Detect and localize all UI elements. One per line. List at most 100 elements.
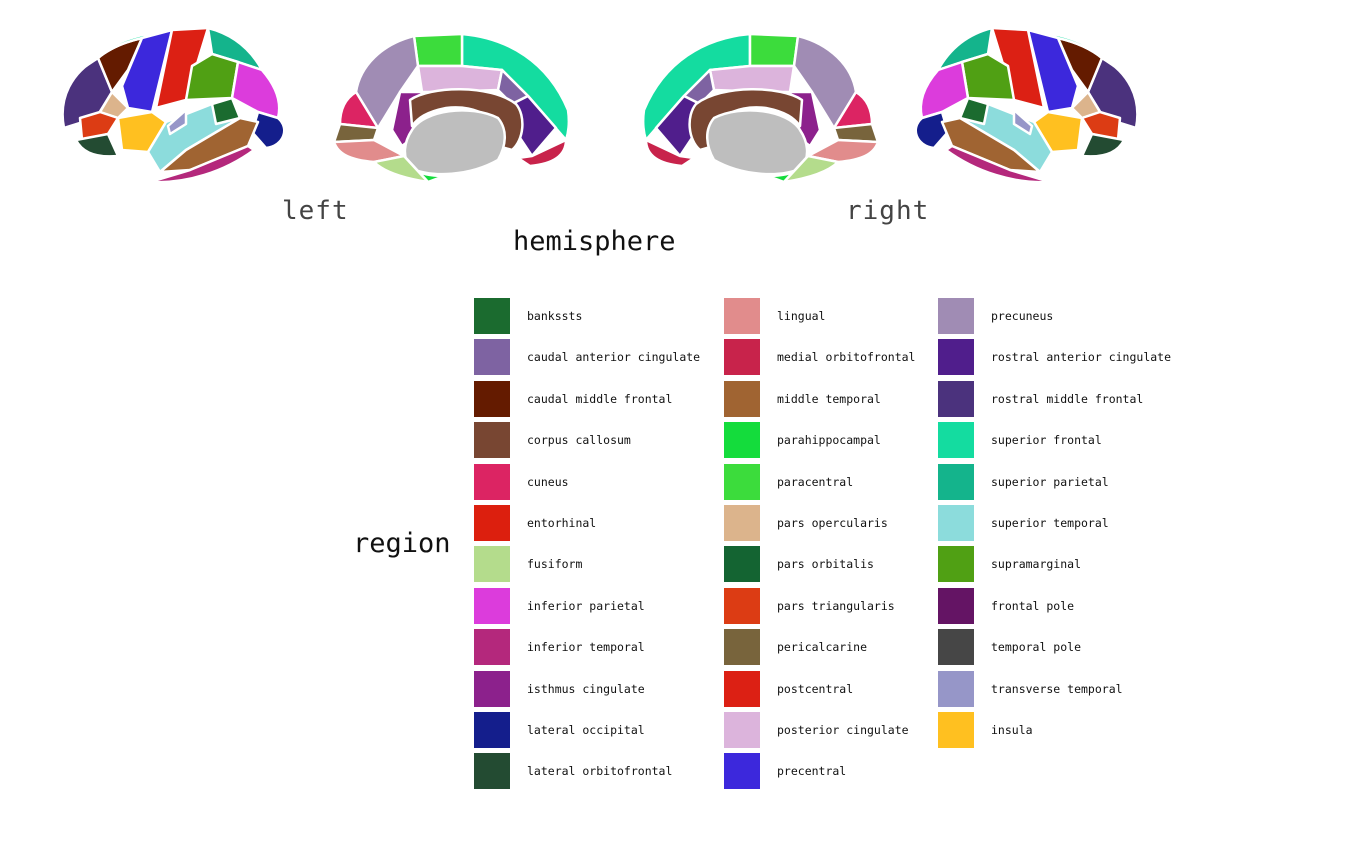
hemisphere-left-label: left: [282, 196, 349, 226]
legend-item: lateral orbitofrontal: [474, 753, 774, 790]
hemisphere-right-label: right: [846, 196, 930, 226]
brain-surface-views: [61, 26, 1139, 184]
legend-swatch: [474, 505, 510, 541]
legend-item: bankssts: [474, 298, 774, 334]
legend-swatch: [938, 629, 974, 666]
legend-label: inferior temporal: [527, 640, 645, 655]
legend-swatch: [474, 463, 510, 500]
legend-label: superior temporal: [991, 516, 1109, 530]
region-lateral-occipital: [914, 110, 950, 150]
legend-item: insula: [938, 712, 1238, 748]
legend-swatch: [474, 712, 510, 748]
legend-label: entorhinal: [527, 516, 597, 530]
legend-swatch: [938, 587, 974, 624]
legend-label: pericalcarine: [777, 640, 868, 655]
legend-item: supramarginal: [938, 546, 1238, 583]
legend-swatch: [474, 339, 510, 376]
legend-swatch: [938, 298, 974, 334]
legend-swatch: [938, 505, 974, 541]
region-inferior-temporal: [944, 144, 1052, 184]
region-paracentral: [412, 32, 464, 68]
legend-label: supramarginal: [991, 557, 1082, 572]
legend-item: precuneus: [938, 298, 1238, 334]
legend-item: fusiform: [474, 546, 774, 583]
legend-item: medial orbitofrontal: [724, 339, 1024, 376]
legend-label: lateral occipital: [527, 723, 645, 737]
region-precentral: [120, 28, 174, 114]
region-supramarginal: [960, 52, 1016, 102]
legend-label: precuneus: [991, 309, 1054, 323]
legend-item: caudal middle frontal: [474, 380, 774, 417]
legend-item: inferior parietal: [474, 587, 774, 624]
legend-item: middle temporal: [724, 380, 1024, 417]
legend-item: rostral anterior cingulate: [938, 339, 1238, 376]
region-lateral-orbitofrontal: [74, 132, 120, 158]
legend-label: inferior parietal: [527, 598, 645, 613]
legend-label: rostral anterior cingulate: [991, 350, 1172, 365]
legend-label: temporal pole: [991, 640, 1082, 655]
legend-swatch: [938, 712, 974, 748]
left-medial-view: [332, 32, 571, 184]
legend-item: lingual: [724, 298, 1024, 334]
legend-swatch: [724, 712, 760, 748]
legend-swatch: [938, 339, 974, 376]
legend-swatch: [474, 546, 510, 583]
legend-label: posterior cingulate: [777, 723, 909, 737]
legend-swatch: [474, 298, 510, 334]
region-precentral: [1026, 28, 1080, 114]
legend-swatch: [724, 753, 760, 790]
legend-label: middle temporal: [777, 391, 881, 406]
legend-label: pars orbitalis: [777, 557, 874, 572]
legend-swatch: [724, 339, 760, 376]
legend-swatch: [724, 380, 760, 417]
legend-label: fusiform: [527, 557, 583, 572]
region-inferior-parietal: [919, 60, 970, 120]
region-inferior-parietal: [230, 60, 281, 120]
legend-swatch: [474, 629, 510, 666]
legend-item: posterior cingulate: [724, 712, 1024, 748]
legend-swatch: [724, 670, 760, 707]
legend-item: superior frontal: [938, 422, 1238, 459]
legend-swatch: [724, 463, 760, 500]
legend-label: pars triangularis: [777, 598, 895, 613]
legend-swatch: [724, 546, 760, 583]
legend-swatch: [474, 380, 510, 417]
legend-label: transverse temporal: [991, 681, 1123, 696]
legend-item: transverse temporal: [938, 670, 1238, 707]
legend-label: frontal pole: [991, 598, 1075, 613]
legend-item: lateral occipital: [474, 712, 774, 748]
right-medial-view: [641, 32, 880, 184]
legend-label: insula: [991, 723, 1033, 737]
region-corpus-callosum: [688, 88, 804, 152]
legend-item: pars opercularis: [724, 505, 1024, 541]
legend-item: pars triangularis: [724, 587, 1024, 624]
legend-item: paracentral: [724, 463, 1024, 500]
legend-swatch: [474, 422, 510, 459]
legend-label: superior parietal: [991, 474, 1109, 489]
legend-label: superior frontal: [991, 433, 1102, 448]
legend-label: caudal middle frontal: [527, 391, 673, 406]
region-lateral-occipital: [250, 110, 286, 150]
left-lateral-view: [61, 26, 286, 184]
legend-item: parahippocampal: [724, 422, 1024, 459]
region-superior-frontal: [84, 30, 160, 68]
legend-item: postcentral: [724, 670, 1024, 707]
region-medial-wall: [706, 109, 809, 176]
region-transverse-temporal: [166, 108, 188, 136]
legend-swatch: [938, 422, 974, 459]
legend-label: precentral: [777, 764, 847, 779]
legend-swatch: [938, 670, 974, 707]
legend-swatch: [938, 463, 974, 500]
right-lateral-view: [914, 26, 1139, 184]
region-fusiform: [372, 154, 430, 184]
legend-label: isthmus cingulate: [527, 681, 645, 696]
region-medial-orbitofrontal: [516, 138, 568, 168]
legend-label: parahippocampal: [777, 433, 881, 448]
legend-label: corpus callosum: [527, 433, 631, 448]
legend-swatch: [724, 629, 760, 666]
region-legend-title: region: [353, 528, 451, 559]
region-legend: bankssts caudal anterior cingulate caudal …: [474, 298, 1234, 798]
legend-label: cuneus: [527, 474, 569, 489]
legend-label: postcentral: [777, 681, 854, 696]
legend-label: pars opercularis: [777, 516, 888, 530]
